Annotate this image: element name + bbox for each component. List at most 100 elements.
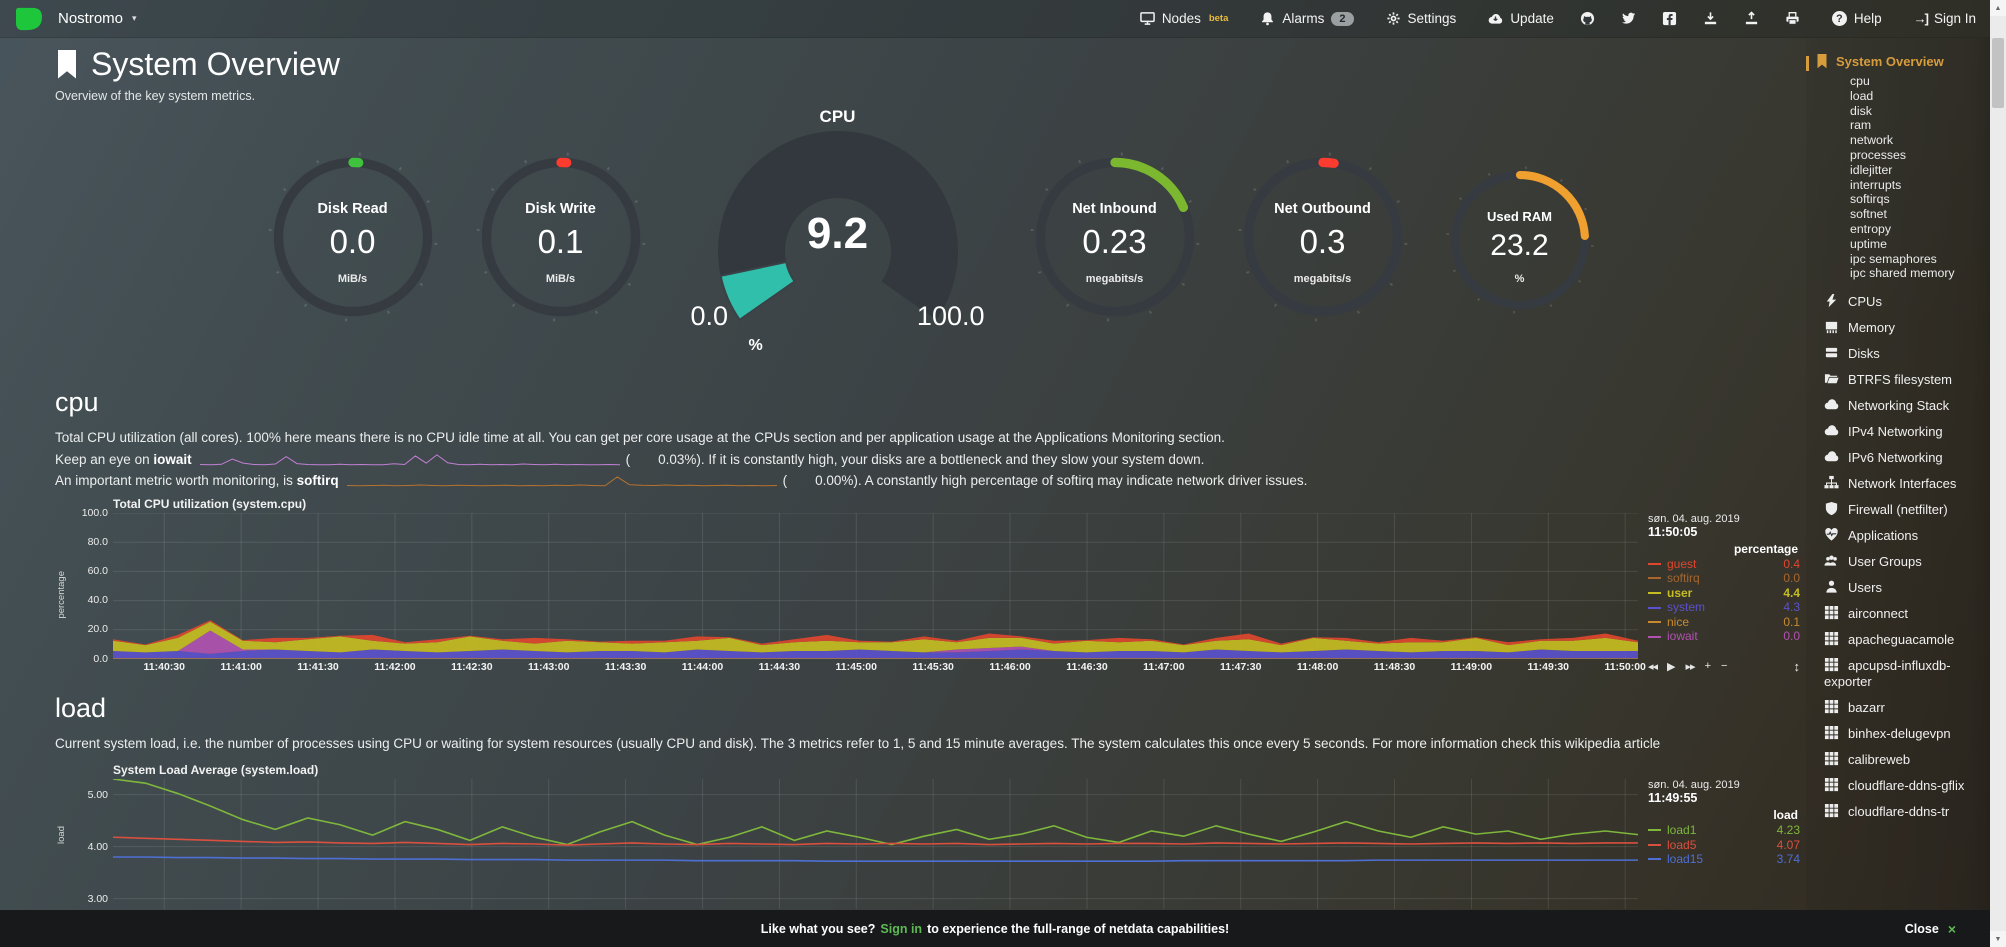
zoom-out-icon[interactable]: − bbox=[1721, 660, 1728, 672]
legend-row-nice[interactable]: nice 0.1 bbox=[1648, 615, 1800, 630]
sidebar-item-memory[interactable]: Memory bbox=[1816, 319, 1996, 336]
load-chart-plot[interactable] bbox=[113, 779, 1638, 909]
question-icon: ? bbox=[1831, 11, 1847, 26]
bell-icon bbox=[1260, 11, 1275, 26]
banner-close-button[interactable]: Close × bbox=[1905, 921, 1956, 937]
legend-row-load1[interactable]: load1 4.23 bbox=[1648, 823, 1800, 838]
hostname-dropdown[interactable]: Nostromo ▾ bbox=[58, 10, 137, 27]
scroll-down-arrow[interactable]: ▼ bbox=[1990, 931, 2006, 947]
sidebar-item-cloudflare-ddns-tr[interactable]: cloudflare-ddns-tr bbox=[1816, 803, 1996, 820]
sidebar-subitem-uptime[interactable]: uptime bbox=[1850, 236, 1887, 251]
sidebar-item-apcupsd-influxdb-exporter[interactable]: apcupsd-influxdb-exporter bbox=[1816, 657, 1996, 690]
play-icon[interactable]: ▶ bbox=[1667, 660, 1676, 673]
pan-right-icon[interactable]: ▸▸ bbox=[1685, 660, 1696, 673]
cpu-chart-yaxis: 0.0 20.0 40.0 60.0 80.0 100.0 bbox=[71, 507, 113, 665]
cloud-icon bbox=[1824, 449, 1839, 464]
nodes-button[interactable]: Nodes beta bbox=[1140, 11, 1228, 26]
iowait-description: Keep an eye on iowait (0.03%). If it is c… bbox=[55, 450, 1806, 470]
gauge-disk-write[interactable]: Disk Write 0.1 MiB/s bbox=[475, 151, 647, 328]
resize-handle-icon[interactable]: ↕ bbox=[1793, 658, 1801, 674]
sidebar-item-label: Disks bbox=[1848, 346, 1880, 362]
gauge-min: 0.0 bbox=[690, 301, 729, 331]
sidebar-item-label: bazarr bbox=[1848, 700, 1885, 716]
help-button[interactable]: ? Help bbox=[1831, 11, 1882, 26]
sidebar-item-user-groups[interactable]: User Groups bbox=[1816, 553, 1996, 570]
xtick-label: 11:44:00 bbox=[681, 660, 724, 673]
cpu-chart-plot[interactable] bbox=[113, 513, 1638, 659]
settings-label: Settings bbox=[1407, 11, 1457, 26]
sidebar-item-binhex-delugevpn[interactable]: binhex-delugevpn bbox=[1816, 725, 1996, 742]
banner-signin-link[interactable]: Sign in bbox=[880, 921, 923, 936]
sidebar-subitem-ipc-semaphores[interactable]: ipc semaphores bbox=[1850, 251, 1937, 266]
legend-series-name: user bbox=[1667, 585, 1693, 600]
gauge-value: 9.2 bbox=[806, 209, 869, 258]
load-chart-legend: søn. 04. aug. 2019 11:49:55 load load1 4.23 l… bbox=[1638, 779, 1806, 909]
legend-series-value: 4.3 bbox=[1783, 600, 1800, 615]
sidebar-subitem-network[interactable]: network bbox=[1850, 133, 1894, 148]
sidebar-item-applications[interactable]: Applications bbox=[1816, 527, 1996, 544]
sidebar-item-network-interfaces[interactable]: Network Interfaces bbox=[1816, 475, 1996, 492]
sidebar-item-airconnect[interactable]: airconnect bbox=[1816, 605, 1996, 622]
legend-row-load15[interactable]: load15 3.74 bbox=[1648, 852, 1800, 867]
zoom-in-icon[interactable]: + bbox=[1704, 660, 1711, 672]
legend-row-system[interactable]: system 4.3 bbox=[1648, 600, 1800, 615]
gear-icon bbox=[1386, 11, 1401, 26]
sidebar-subitem-disk[interactable]: disk bbox=[1850, 103, 1872, 118]
sidebar-active-label: System Overview bbox=[1836, 54, 1944, 69]
netdata-logo-icon bbox=[14, 6, 44, 32]
export-button[interactable] bbox=[1703, 11, 1718, 26]
sidebar-subitem-interrupts[interactable]: interrupts bbox=[1850, 177, 1902, 192]
sidebar-subitem-softnet[interactable]: softnet bbox=[1850, 207, 1887, 222]
scrollbar-thumb[interactable] bbox=[1992, 38, 2004, 108]
cpu-section-heading: cpu bbox=[55, 387, 99, 417]
gauge-net-outbound[interactable]: Net Outbound 0.3 megabits/s bbox=[1237, 151, 1409, 328]
sidebar-item-ipv6-networking[interactable]: IPv6 Networking bbox=[1816, 449, 1996, 466]
gauge-net-inbound[interactable]: Net Inbound 0.23 megabits/s bbox=[1029, 151, 1201, 328]
legend-row-user[interactable]: user 4.4 bbox=[1648, 586, 1800, 601]
alarms-button[interactable]: Alarms 2 bbox=[1260, 11, 1354, 26]
sidebar-subitem-ram[interactable]: ram bbox=[1850, 118, 1872, 133]
sidebar-item-networking-stack[interactable]: Networking Stack bbox=[1816, 397, 1996, 414]
update-button[interactable]: Update bbox=[1488, 11, 1554, 26]
signin-button[interactable]: →] Sign In bbox=[1914, 11, 1976, 26]
settings-button[interactable]: Settings bbox=[1386, 11, 1457, 26]
facebook-button[interactable] bbox=[1662, 11, 1677, 26]
sidebar-item-ipv4-networking[interactable]: IPv4 Networking bbox=[1816, 423, 1996, 440]
print-button[interactable] bbox=[1785, 11, 1800, 26]
cpu-description: Total CPU utilization (all cores). 100% … bbox=[55, 430, 1225, 445]
sidebar-subitem-softirqs[interactable]: softirqs bbox=[1850, 192, 1890, 207]
sidebar-subitem-entropy[interactable]: entropy bbox=[1850, 221, 1892, 236]
gauge-units: % bbox=[748, 337, 763, 354]
pan-left-icon[interactable]: ◂◂ bbox=[1648, 660, 1658, 673]
twitter-button[interactable] bbox=[1621, 11, 1636, 26]
sidebar-item-firewall-netfilter[interactable]: Firewall (netfilter) bbox=[1816, 501, 1996, 518]
sidebar-subitem-processes[interactable]: processes bbox=[1850, 147, 1907, 162]
sidebar-subitem-cpu[interactable]: cpu bbox=[1850, 74, 1870, 88]
sidebar-subitem-ipc-shared-memory[interactable]: ipc shared memory bbox=[1850, 266, 1955, 281]
sidebar-item-apacheguacamole[interactable]: apacheguacamole bbox=[1816, 631, 1996, 648]
sidebar-item-disks[interactable]: Disks bbox=[1816, 345, 1996, 362]
sidebar-item-cpus[interactable]: CPUs bbox=[1816, 293, 1996, 310]
sidebar-item-calibreweb[interactable]: calibreweb bbox=[1816, 751, 1996, 768]
sidebar-item-bazarr[interactable]: bazarr bbox=[1816, 699, 1996, 716]
legend-row-load5[interactable]: load5 4.07 bbox=[1648, 838, 1800, 853]
legend-row-iowait[interactable]: iowait 0.0 bbox=[1648, 629, 1800, 644]
legend-series-value: 3.74 bbox=[1776, 852, 1800, 867]
gauge-cpu[interactable]: CPU 9.2 0.0 100.0% bbox=[683, 105, 993, 354]
legend-row-guest[interactable]: guest 0.4 bbox=[1648, 557, 1800, 572]
github-button[interactable] bbox=[1580, 11, 1595, 26]
grid-icon bbox=[1824, 699, 1839, 714]
legend-row-softirq[interactable]: softirq 0.0 bbox=[1648, 571, 1800, 586]
sidebar-item-btrfs-filesystem[interactable]: BTRFS filesystem bbox=[1816, 371, 1996, 388]
scroll-up-arrow[interactable]: ▲ bbox=[1990, 0, 2006, 16]
sidebar-subitem-load[interactable]: load bbox=[1850, 88, 1874, 103]
gauge-disk-read[interactable]: Disk Read 0.0 MiB/s bbox=[267, 151, 439, 328]
import-button[interactable] bbox=[1744, 11, 1759, 26]
sidebar-item-users[interactable]: Users bbox=[1816, 579, 1996, 596]
sidebar-item-system-overview[interactable]: System Overview bbox=[1816, 54, 1996, 69]
page-scrollbar[interactable]: ▲ ▼ bbox=[1990, 0, 2006, 947]
gauge-used-ram[interactable]: Used RAM 23.2% bbox=[1445, 165, 1595, 320]
sidebar-subitem-idlejitter[interactable]: idlejitter bbox=[1850, 162, 1893, 177]
gauge-title: Net Outbound bbox=[1274, 201, 1371, 217]
sidebar-item-cloudflare-ddns-gflix[interactable]: cloudflare-ddns-gflix bbox=[1816, 777, 1996, 794]
